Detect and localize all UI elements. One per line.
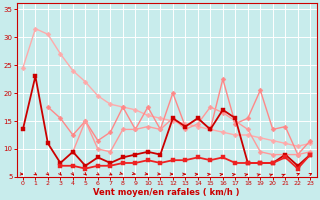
X-axis label: Vent moyen/en rafales ( km/h ): Vent moyen/en rafales ( km/h ): [93, 188, 240, 197]
